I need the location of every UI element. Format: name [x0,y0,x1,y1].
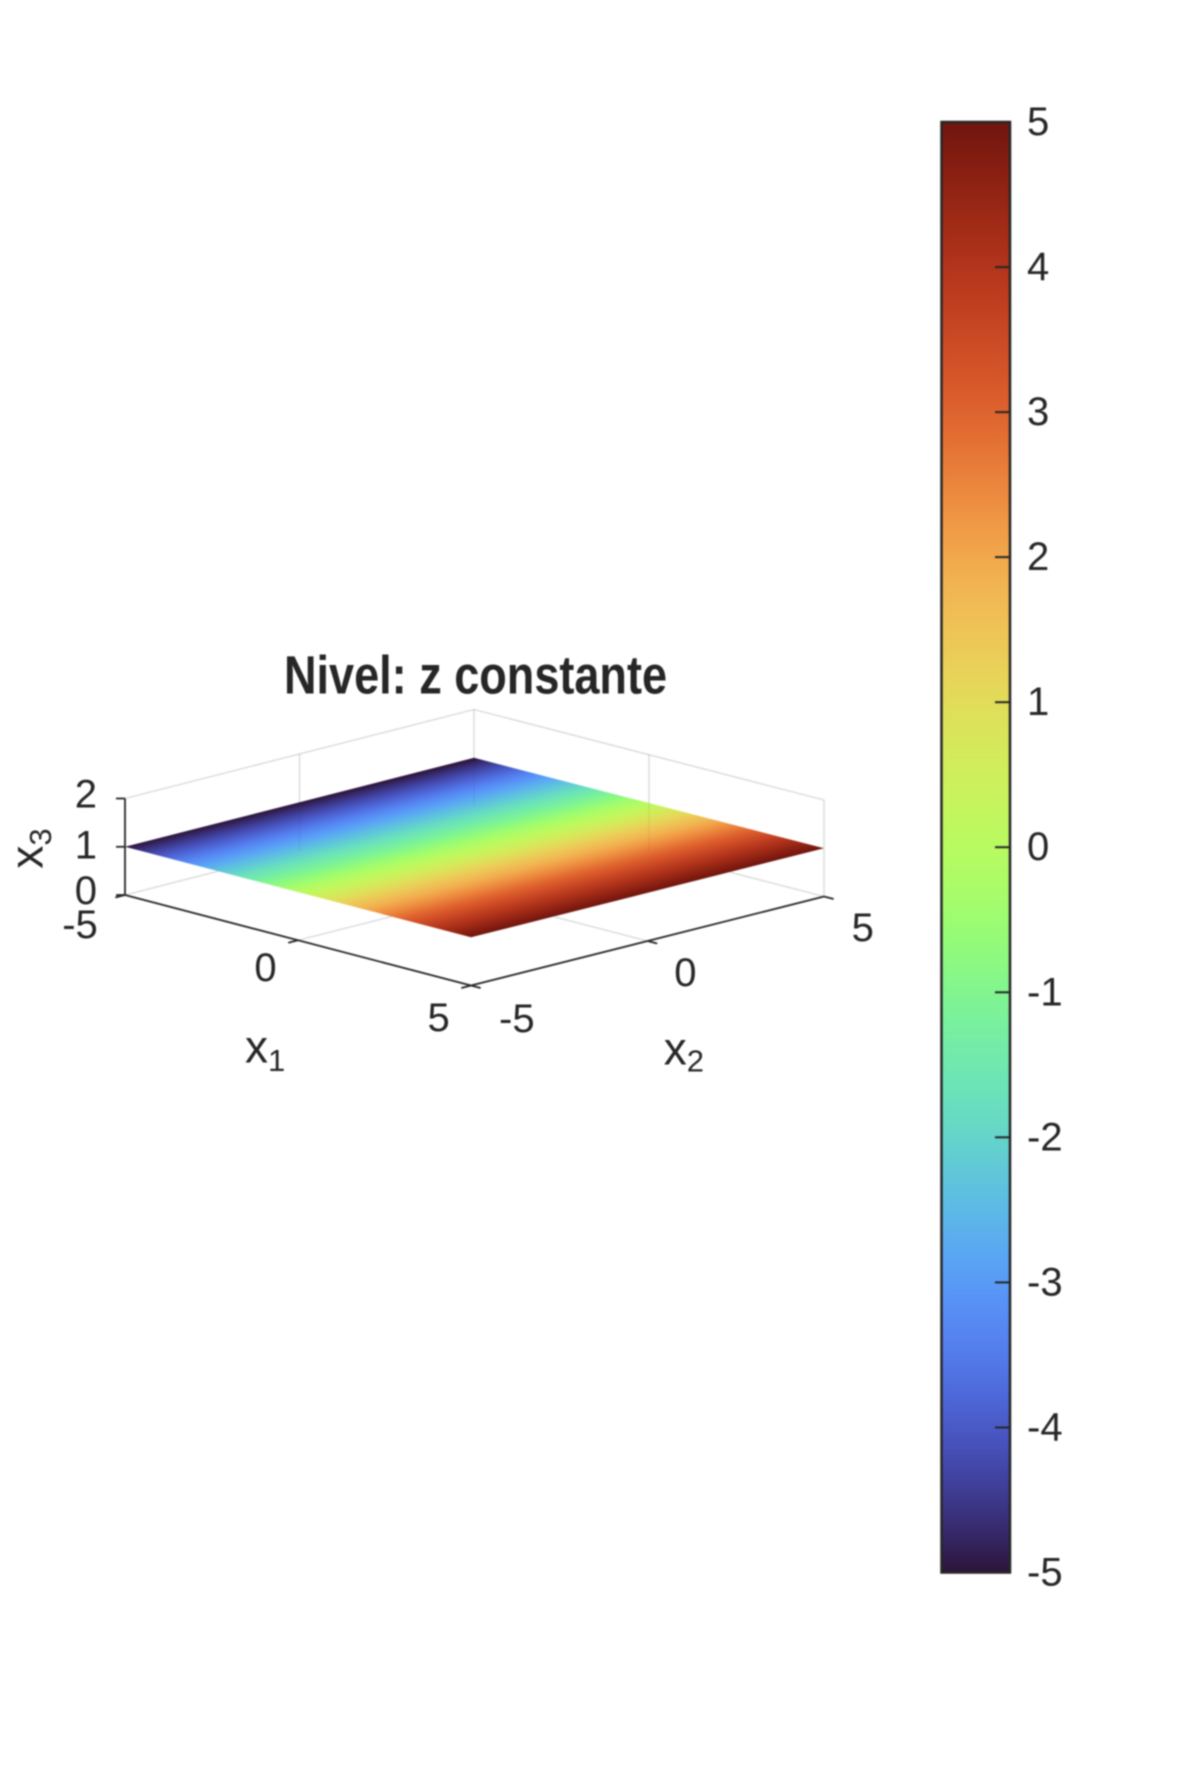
svg-text:-3: -3 [1027,1260,1063,1304]
svg-text:5: 5 [852,906,874,950]
svg-text:0: 0 [674,951,696,995]
svg-text:2: 2 [75,773,97,817]
svg-text:-2: -2 [1027,1115,1063,1159]
svg-text:1: 1 [1027,680,1049,724]
svg-text:0: 0 [1027,825,1049,869]
svg-text:-5: -5 [1027,1551,1063,1595]
svg-text:5: 5 [427,996,449,1040]
svg-text:-4: -4 [1027,1406,1063,1450]
svg-text:4: 4 [1027,245,1049,289]
svg-text:0: 0 [75,869,97,913]
svg-text:3: 3 [1027,390,1049,434]
svg-text:-5: -5 [499,997,535,1041]
svg-text:2: 2 [1027,535,1049,579]
svg-text:1: 1 [75,823,97,867]
svg-text:5: 5 [1027,100,1049,144]
svg-text:Nivel: z constante: Nivel: z constante [284,646,667,706]
svg-text:-1: -1 [1027,970,1063,1014]
svg-text:0: 0 [254,946,276,990]
svg-text:-5: -5 [62,903,98,947]
